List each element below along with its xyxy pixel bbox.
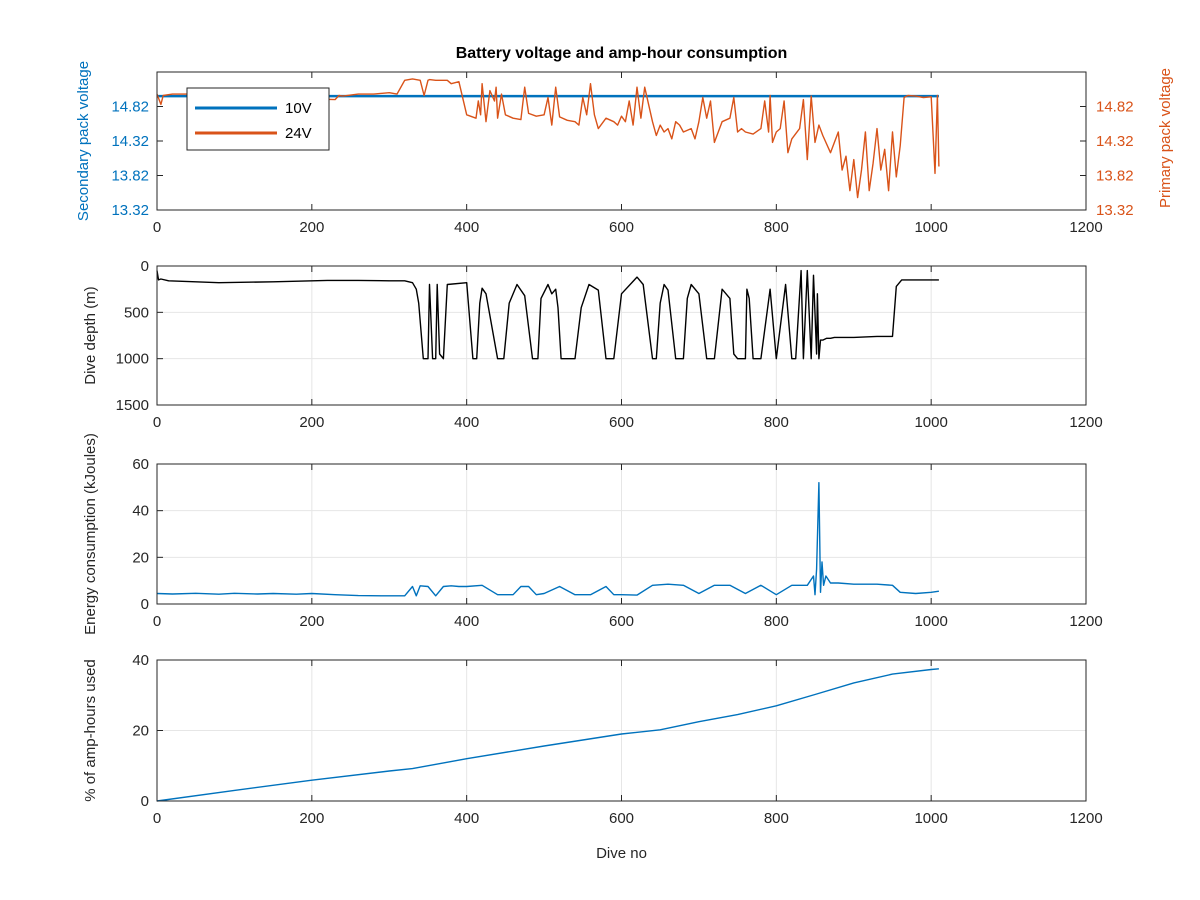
- y-tick-label-right: 14.32: [1096, 133, 1134, 150]
- y-tick-label: 1000: [116, 351, 149, 368]
- x-tick-label: 600: [609, 810, 634, 827]
- x-tick-label: 400: [454, 613, 479, 630]
- x-tick-label: 600: [609, 414, 634, 431]
- x-tick-label: 1200: [1069, 613, 1102, 630]
- series-line-voltage-1: [156, 78, 940, 199]
- y-tick-label: 40: [132, 503, 149, 520]
- y-tick-label: 20: [132, 549, 149, 566]
- x-tick-label: 400: [454, 219, 479, 236]
- y-tick-label: 60: [132, 456, 149, 473]
- x-tick-label: 1200: [1069, 219, 1102, 236]
- y-axis-label: Secondary pack voltage: [75, 61, 92, 221]
- panel-amphours: 0 200 400 600 800 1000 1200 0 20 40 % of amp-hours…: [82, 652, 1103, 862]
- y-tick-label: 500: [124, 304, 149, 321]
- y-tick-label: 20: [132, 723, 149, 740]
- y-tick-label: 0: [141, 258, 149, 275]
- x-tick-label: 800: [764, 219, 789, 236]
- x-tick-label: 0: [153, 613, 161, 630]
- y-axis-label: Energy consumption (kJoules): [82, 433, 99, 635]
- y-tick-label: 40: [132, 652, 149, 669]
- x-tick-label: 1000: [914, 219, 947, 236]
- y-tick-label: 13.32: [111, 202, 149, 219]
- x-axis-label: Dive no: [596, 845, 647, 862]
- x-tick-label: 600: [609, 219, 634, 236]
- x-tick-label: 200: [299, 219, 324, 236]
- chart-title: Battery voltage and amp-hour consumption: [456, 45, 788, 62]
- series-line-amphours-0: [156, 668, 939, 802]
- y-tick-label: 13.82: [111, 168, 149, 185]
- x-tick-label: 400: [454, 810, 479, 827]
- x-tick-label: 400: [454, 414, 479, 431]
- panel-voltage: 0 200 400 600 800 1000 120013.3213.8214.3214.8…: [75, 45, 1174, 236]
- x-tick-label: 0: [153, 810, 161, 827]
- x-tick-label: 800: [764, 414, 789, 431]
- y-tick-label: 0: [141, 793, 149, 810]
- x-tick-label: 600: [609, 613, 634, 630]
- x-tick-label: 200: [299, 613, 324, 630]
- panels: 0 200 400 600 800 1000 120013.3213.8214.3214.8…: [75, 45, 1174, 862]
- y-tick-label: 14.32: [111, 133, 149, 150]
- panel-depth: 0 200 400 600 800 1000 1200 0 500 1000 1500 Dive de…: [82, 258, 1103, 431]
- x-tick-label: 1000: [914, 613, 947, 630]
- y-axis-label: % of amp-hours used: [82, 659, 99, 802]
- y-tick-label: 1500: [116, 397, 149, 414]
- legend-entry: 10V: [285, 100, 312, 117]
- x-tick-label: 0: [153, 414, 161, 431]
- y-axis-label-right: Primary pack voltage: [1157, 68, 1174, 208]
- y-tick-label-right: 13.32: [1096, 202, 1134, 219]
- x-tick-label: 1200: [1069, 810, 1102, 827]
- series-line-depth-0: [156, 269, 939, 360]
- panel-energy: 0 200 400 600 800 1000 1200 0 20 40 60 Energy consu…: [82, 433, 1103, 635]
- y-axis-label: Dive depth (m): [82, 286, 99, 384]
- x-tick-label: 1000: [914, 810, 947, 827]
- legend-box: [186, 87, 330, 151]
- y-tick-label: 0: [141, 596, 149, 613]
- y-tick-label: 14.82: [111, 99, 149, 116]
- x-tick-label: 800: [764, 613, 789, 630]
- series-line-energy-0: [156, 482, 939, 597]
- y-tick-label-right: 14.82: [1096, 99, 1134, 116]
- x-tick-label: 200: [299, 810, 324, 827]
- x-tick-label: 1200: [1069, 414, 1102, 431]
- legend-entry: 24V: [285, 125, 312, 142]
- x-tick-label: 200: [299, 414, 324, 431]
- y-tick-label-right: 13.82: [1096, 168, 1134, 185]
- x-tick-label: 0: [153, 219, 161, 236]
- x-tick-label: 1000: [914, 414, 947, 431]
- x-tick-label: 800: [764, 810, 789, 827]
